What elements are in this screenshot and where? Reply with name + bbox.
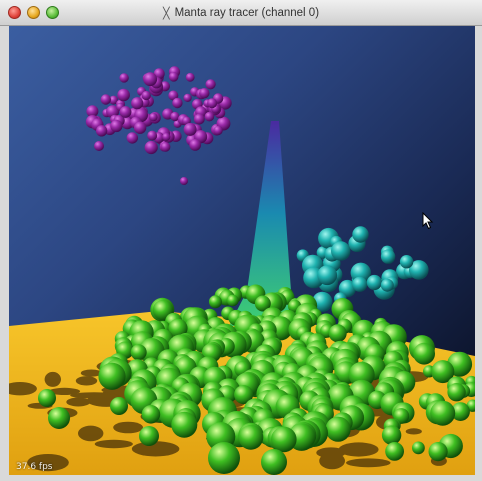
sphere — [317, 265, 338, 286]
sphere — [170, 111, 180, 122]
sphere — [412, 441, 425, 455]
sphere — [110, 397, 128, 415]
sphere — [234, 385, 254, 405]
sphere — [413, 342, 435, 365]
sphere — [48, 407, 70, 429]
sphere — [261, 449, 287, 475]
window-title-area: ╳ Manta ray tracer (channel 0) — [0, 0, 482, 26]
sphere — [193, 113, 205, 125]
green-sphere-cluster — [38, 284, 475, 475]
sphere — [205, 79, 216, 90]
sphere — [325, 416, 351, 442]
sphere — [352, 276, 368, 292]
title-bar[interactable]: ╳ Manta ray tracer (channel 0) — [0, 0, 482, 26]
window-title: Manta ray tracer (channel 0) — [174, 7, 320, 19]
sphere — [208, 442, 240, 474]
sphere — [168, 90, 179, 101]
sphere — [172, 97, 183, 109]
sphere — [109, 95, 119, 105]
sphere — [168, 318, 188, 338]
sphere — [94, 141, 104, 151]
sphere — [208, 295, 222, 309]
sphere — [204, 111, 215, 122]
sphere — [130, 344, 147, 361]
purple-sphere-cluster — [85, 66, 232, 185]
render-viewport[interactable] — [9, 26, 475, 475]
sphere — [126, 132, 138, 144]
sphere — [338, 279, 356, 298]
sphere — [110, 119, 123, 133]
sphere — [238, 424, 264, 450]
mouse-cursor-icon — [422, 212, 434, 230]
sphere — [183, 93, 192, 102]
sphere — [385, 442, 404, 461]
close-button[interactable] — [8, 6, 21, 19]
sphere — [119, 73, 129, 83]
sphere — [409, 260, 429, 280]
sphere — [117, 88, 130, 102]
sphere — [131, 97, 144, 110]
sphere — [189, 139, 202, 151]
sphere — [139, 426, 159, 446]
sphere — [381, 425, 402, 445]
sphere — [430, 400, 456, 426]
sphere — [86, 105, 99, 118]
sphere — [199, 88, 210, 99]
sphere — [143, 72, 158, 87]
sphere — [312, 291, 333, 312]
sphere — [147, 130, 158, 141]
sphere — [366, 274, 382, 291]
sphere — [271, 426, 297, 453]
sphere — [144, 140, 158, 155]
sphere — [98, 362, 126, 390]
sphere — [348, 361, 375, 388]
sphere — [226, 294, 239, 307]
sphere — [447, 383, 466, 402]
sphere — [141, 405, 161, 424]
sphere — [428, 442, 448, 462]
sphere — [38, 389, 56, 407]
sphere — [95, 125, 108, 137]
sphere — [185, 72, 195, 82]
sphere — [149, 112, 158, 122]
sphere — [160, 142, 171, 152]
sphere — [380, 249, 396, 264]
zoom-button[interactable] — [46, 6, 59, 19]
sphere — [352, 226, 369, 243]
minimize-button[interactable] — [27, 6, 40, 19]
x11-icon: ╳ — [162, 6, 170, 20]
cyan-sphere-cluster — [296, 226, 429, 312]
sphere — [162, 132, 171, 141]
sphere — [171, 411, 198, 438]
sphere — [328, 324, 347, 343]
ray-traced-scene — [9, 66, 475, 475]
sphere — [119, 106, 132, 118]
sphere — [133, 121, 147, 134]
sphere — [168, 72, 179, 82]
sphere — [141, 90, 151, 101]
central-spike — [229, 121, 309, 326]
sphere — [431, 360, 455, 384]
sphere — [254, 295, 271, 312]
sphere — [331, 241, 351, 261]
sphere — [451, 402, 470, 421]
sphere — [100, 94, 112, 105]
sphere — [399, 255, 414, 269]
sphere — [207, 98, 218, 109]
sphere — [180, 177, 188, 185]
fps-counter: 37.6 fps — [16, 462, 53, 472]
sphere — [213, 125, 223, 136]
sphere — [183, 122, 197, 136]
sphere — [380, 278, 394, 292]
